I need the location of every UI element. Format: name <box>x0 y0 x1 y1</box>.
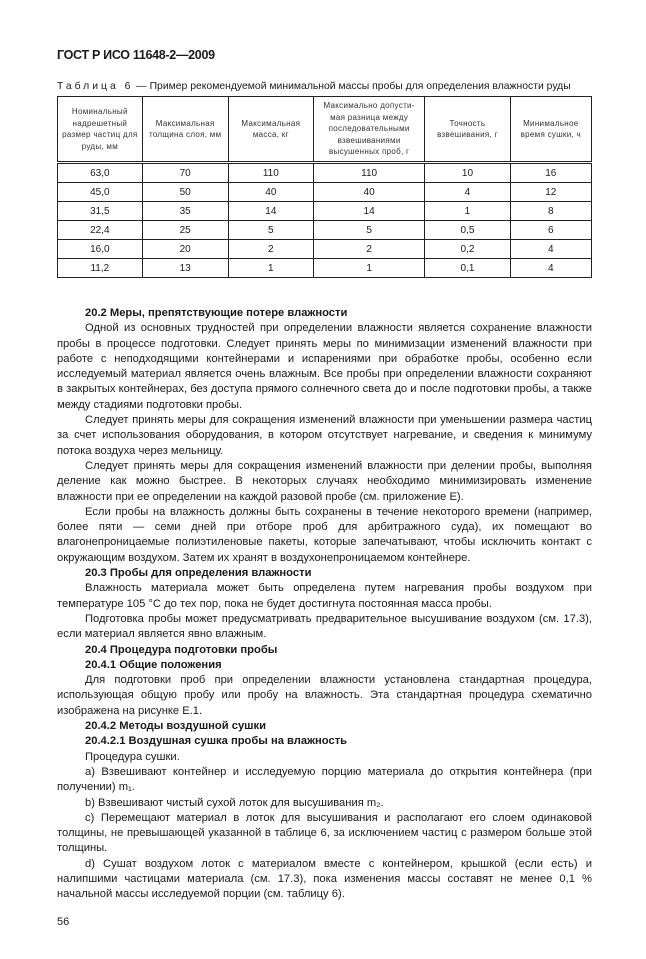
section-heading: 20.4 Процедура подготовки пробы <box>85 643 278 656</box>
section-heading: 20.4.1 Общие положения <box>85 658 222 671</box>
table-cell: 10 <box>424 162 511 183</box>
section-heading: 20.4.2.1 Воздушная сушка пробы на влажно… <box>85 735 348 748</box>
table-caption: Таблица 6 — Пример рекомендуемой минимал… <box>57 80 592 93</box>
table-cell: 45,0 <box>57 182 143 202</box>
table-row: 31,5 35 14 14 1 8 <box>57 201 593 221</box>
section-heading: 20.4.2 Методы воздушной сушки <box>85 720 266 733</box>
table-cell: 110 <box>312 162 426 183</box>
paragraph: Подготовка пробы может предусматривать п… <box>57 612 592 641</box>
column-header: Номинальный надрешетный размер частиц дл… <box>57 96 143 163</box>
moisture-sample-table: Номинальный надрешетный размер частиц дл… <box>57 96 593 278</box>
column-header: Минимальное время сушки, ч <box>509 96 593 163</box>
table-cell: 40 <box>227 182 314 202</box>
paragraph: b) Взвешивают чистый сухой лоток для выс… <box>85 796 384 809</box>
table-cell: 14 <box>312 201 426 221</box>
column-header: Максимальная толщина слоя, мм <box>141 96 229 163</box>
table-cell: 0,1 <box>424 258 511 278</box>
section-heading: 20.3 Пробы для определения влажности <box>85 567 312 580</box>
table-cell: 1 <box>424 201 511 221</box>
paragraph: Следует принять меры для сокращения изме… <box>57 414 592 457</box>
table-cell: 11,2 <box>57 258 143 278</box>
column-header: Точность взвешивания, г <box>424 96 511 163</box>
table-title: — Пример рекомендуемой минимальной массы… <box>133 81 571 92</box>
table-cell: 14 <box>227 201 314 221</box>
table-cell: 0,2 <box>424 239 511 259</box>
table-header-row: Номинальный надрешетный размер частиц дл… <box>57 96 593 163</box>
table-cell: 5 <box>312 220 426 240</box>
table-row: 16,0 20 2 2 0,2 4 <box>57 239 593 259</box>
paragraph: d) Сушат воздухом лоток с материалом вме… <box>57 857 592 901</box>
paragraph: a) Взвешивают контейнер и исследуемую по… <box>57 765 592 794</box>
table-cell: 20 <box>141 239 229 259</box>
paragraph: c) Перемещают материал в лоток для высуш… <box>57 811 592 855</box>
table-cell: 8 <box>509 201 593 221</box>
table-cell: 63,0 <box>57 162 143 183</box>
table-cell: 4 <box>509 239 593 259</box>
paragraph: Процедура сушки. <box>85 750 180 763</box>
paragraph: Если пробы на влажность должны быть сохр… <box>57 505 592 564</box>
page-number: 56 <box>57 915 70 928</box>
document-body: 20.2 Меры, препятствующие потере влажнос… <box>57 306 592 903</box>
table-cell: 40 <box>312 182 426 202</box>
table-cell: 1 <box>227 258 314 278</box>
table-cell: 110 <box>227 162 314 183</box>
table-cell: 12 <box>509 182 593 202</box>
document-header: ГОСТ Р ИСО 11648-2—2009 <box>57 48 215 62</box>
paragraph: Влажность материала может быть определен… <box>57 582 592 610</box>
table-cell: 4 <box>424 182 511 202</box>
table-cell: 13 <box>141 258 229 278</box>
section-heading: 20.2 Меры, препятствующие потере влажнос… <box>85 307 348 319</box>
table-cell: 1 <box>312 258 426 278</box>
table-row: 63,0 70 110 110 10 16 <box>57 162 593 183</box>
table-cell: 6 <box>509 220 593 240</box>
table-cell: 5 <box>227 220 314 240</box>
table-cell: 16 <box>509 162 593 183</box>
table-cell: 2 <box>227 239 314 259</box>
table-cell: 31,5 <box>57 201 143 221</box>
paragraph: Для подготовки проб при определении влаж… <box>57 674 592 717</box>
table-cell: 22,4 <box>57 220 143 240</box>
column-header: Максимальная масса, кг <box>227 96 314 163</box>
table-cell: 0,5 <box>424 220 511 240</box>
table-row: 22,4 25 5 5 0,5 6 <box>57 220 593 240</box>
table-cell: 70 <box>141 162 229 183</box>
table-label: Таблица 6 <box>57 81 134 92</box>
column-header: Максимально допусти-мая разница между по… <box>312 96 426 163</box>
table-cell: 25 <box>141 220 229 240</box>
paragraph: Одной из основных трудностей при определ… <box>57 322 592 411</box>
table-row: 45,0 50 40 40 4 12 <box>57 182 593 202</box>
table-cell: 16,0 <box>57 239 143 259</box>
table-cell: 4 <box>509 258 593 278</box>
paragraph: Следует принять меры для сокращения изме… <box>57 459 592 503</box>
table-cell: 50 <box>141 182 229 202</box>
table-cell: 2 <box>312 239 426 259</box>
table-row: 11,2 13 1 1 0,1 4 <box>57 258 593 278</box>
table-cell: 35 <box>141 201 229 221</box>
